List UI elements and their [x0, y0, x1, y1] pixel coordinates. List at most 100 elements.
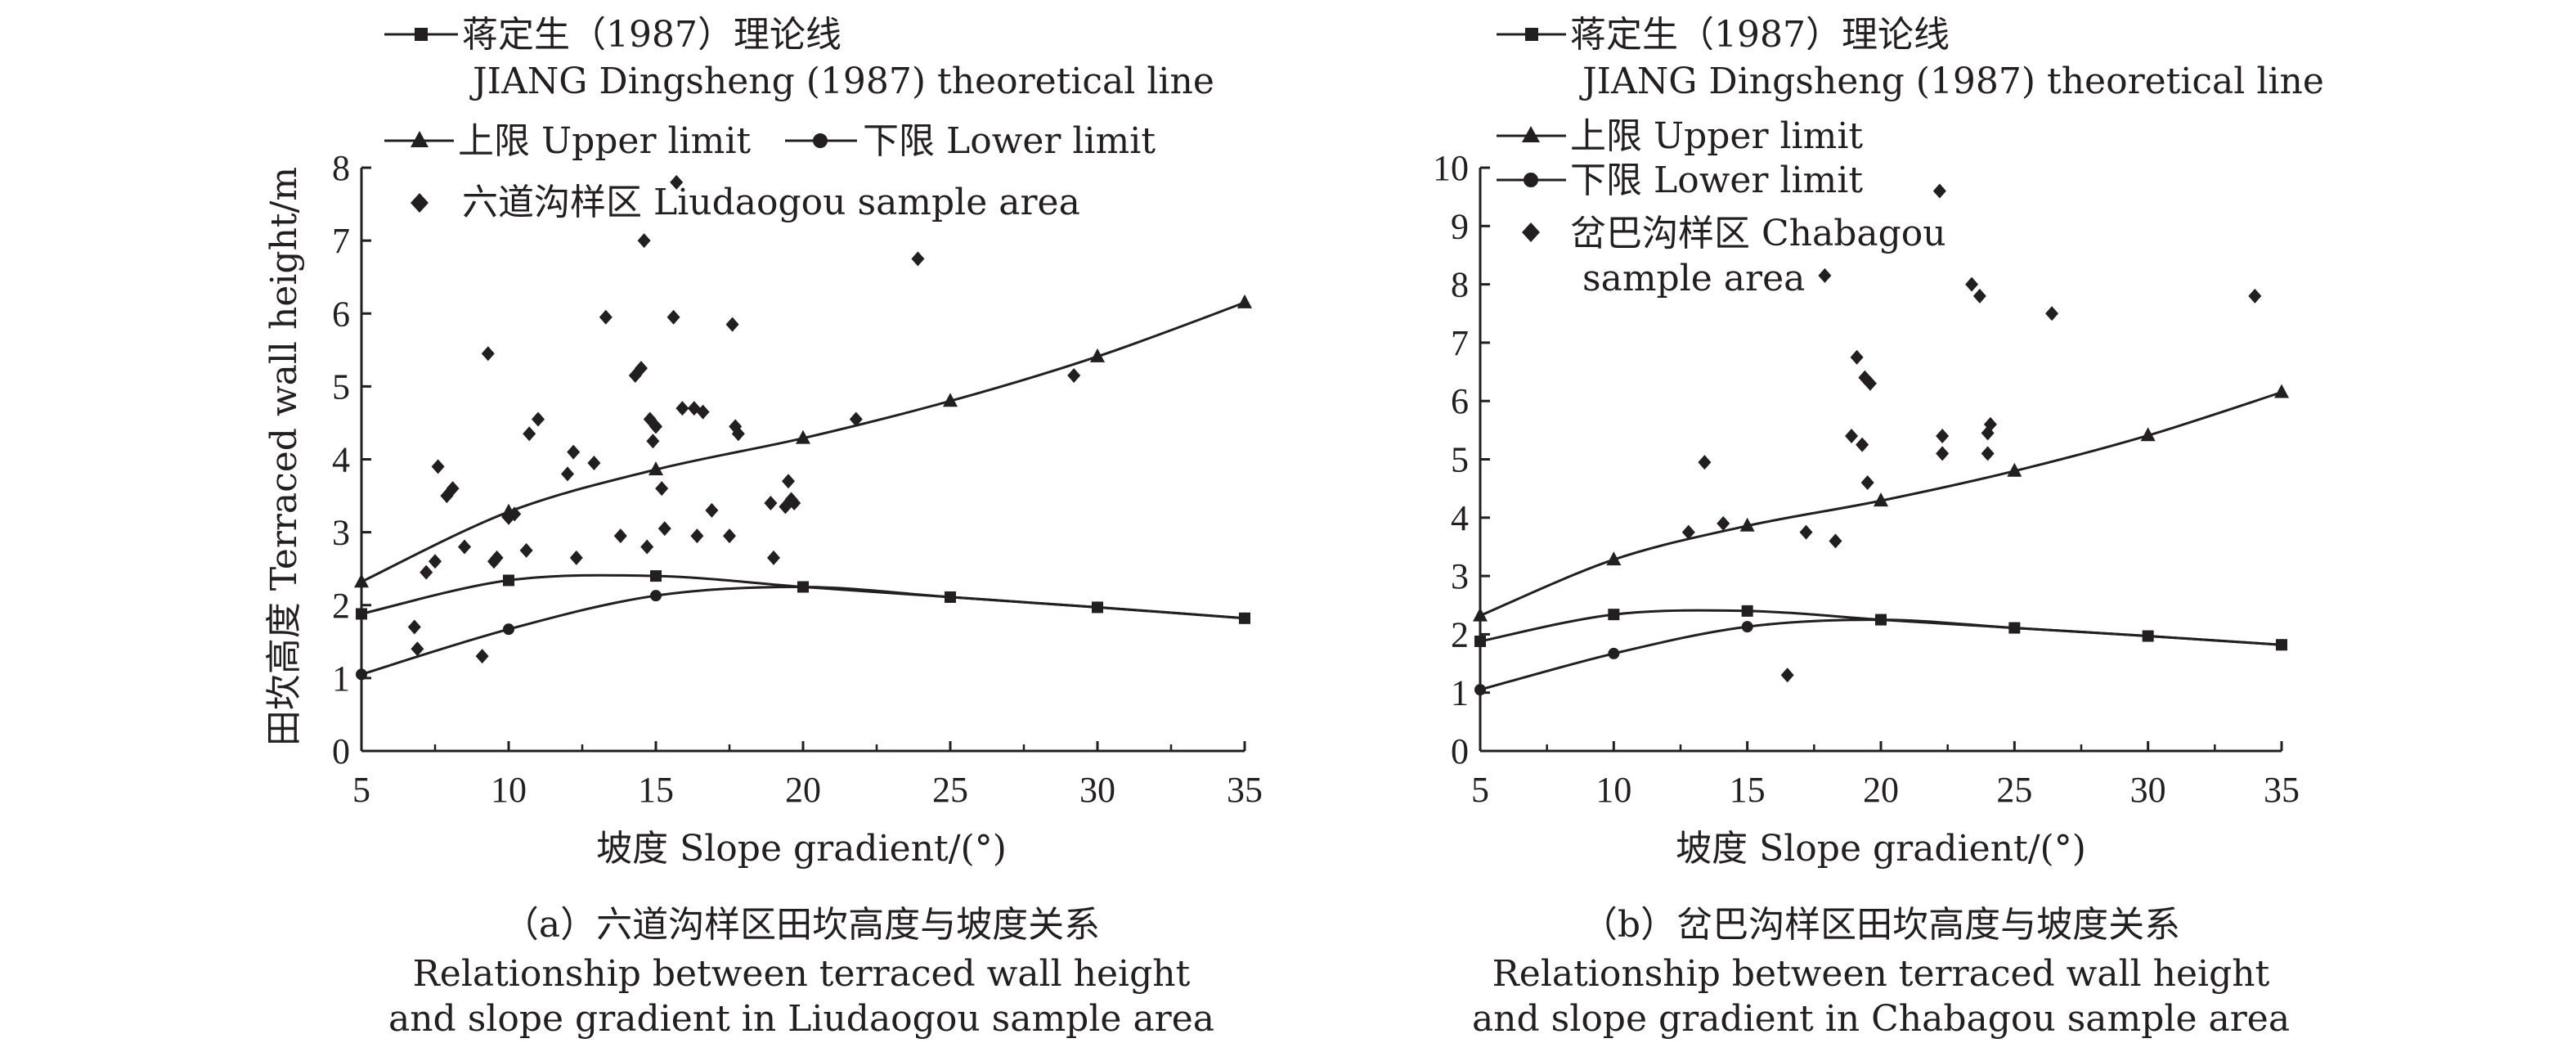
panel-a: 0 1 2 3 4 5 6 7 8 5 10 15 20 25 30 35 田坎高度 Terraced wal…	[263, 14, 1263, 1040]
panel-a-sample-point	[675, 401, 689, 416]
panel-a-y-tick-label: 7	[332, 221, 350, 261]
legend-square-icon	[1525, 28, 1538, 41]
panel-a-x-tick-label: 25	[932, 770, 968, 810]
legend-circle-icon	[813, 133, 828, 148]
panel-a-legend-theory-en: JIANG Dingsheng (1987) theoretical line	[469, 61, 1214, 102]
panel-b-sample-point	[1698, 455, 1712, 470]
panel-b-sample-point	[1936, 446, 1950, 461]
panel-b-y-tick-label: 1	[1451, 673, 1469, 713]
panel-a-series-triangle-point	[943, 393, 958, 407]
panel-b-sample-point	[1932, 183, 1946, 199]
legend-triangle-icon	[1522, 126, 1540, 142]
panel-b-legend: 蒋定生（1987）理论线 JIANG Dingsheng (1987) theo…	[1497, 14, 2324, 299]
panel-a-sample-point	[635, 361, 648, 376]
panel-b-legend-sample: 岔巴沟样区 Chabagou sample area	[1522, 213, 1946, 299]
panel-a-series-circle-point	[797, 581, 809, 593]
panel-a-sample-point	[599, 309, 613, 325]
panel-a-sample-point	[475, 649, 489, 664]
panel-a-y-tick-label: 4	[332, 440, 350, 480]
panel-a-y-tick-label: 3	[332, 513, 350, 553]
panel-a-sample-point	[407, 619, 421, 635]
panel-a-legend-upper: 上限 Upper limit	[384, 120, 751, 162]
panel-b-sample-point	[1681, 524, 1695, 540]
legend-diamond-icon	[1522, 223, 1540, 242]
panel-b-series-square-point	[1474, 635, 1486, 647]
panel-a-sample-point	[431, 459, 445, 474]
panel-a-sample-point	[705, 502, 719, 518]
panel-a-sample-point	[519, 542, 533, 558]
panel-b-series-square-point	[1608, 609, 1620, 621]
panel-b-sample-point	[1829, 533, 1842, 549]
panel-a-y-tick-label: 5	[332, 366, 350, 407]
panel-b-sample-point	[1818, 267, 1832, 283]
panel-b-y-tick-label: 8	[1451, 265, 1469, 305]
panel-a-sample-point	[723, 528, 736, 544]
panel-a-series-triangle-point	[1237, 294, 1252, 308]
panel-b-series-circle-point	[2142, 630, 2154, 642]
panel-a-x-tick-label: 30	[1079, 770, 1115, 810]
panel-a-x-tick-label: 10	[491, 770, 527, 810]
panel-a-x-tick-label: 20	[785, 770, 821, 810]
panel-b-y-tick-label: 4	[1451, 498, 1469, 538]
panel-a-series-circle-point	[945, 591, 956, 603]
panel-a-caption-zh: （a）六道沟样区田坎高度与坡度关系	[503, 904, 1100, 946]
panel-b-x-tick-label: 5	[1471, 770, 1489, 810]
panel-a-sample-point	[764, 495, 778, 510]
panel-a-series-triangle-point	[648, 461, 663, 475]
legend-triangle-icon	[411, 131, 429, 147]
panel-a-series-circle-point	[356, 668, 367, 681]
panel-a-sample-point	[670, 174, 684, 190]
panel-a-legend-upper-label: 上限 Upper limit	[458, 120, 751, 162]
panel-a-sample-point	[666, 309, 680, 325]
panel-b-sample-point	[1936, 428, 1950, 443]
panel-b-sample-point	[1856, 437, 1869, 452]
panel-b-y-tick-label: 5	[1451, 440, 1469, 480]
panel-a-y-tick-label: 8	[332, 148, 350, 188]
panel-a-sample-point	[782, 474, 795, 489]
panel-a-sample-point	[569, 550, 583, 565]
panel-a-x-axis-title: 坡度 Slope gradient/(°)	[596, 828, 1007, 870]
panel-a-series-triangle-point	[796, 429, 810, 444]
panel-b-series-triangle-point	[1739, 517, 1755, 532]
panel-b-series-triangle-point	[2007, 462, 2022, 477]
panel-b-y-tick-label: 10	[1433, 148, 1469, 188]
panel-b-x-tick-label: 25	[1996, 770, 2032, 810]
panel-a-sample-point	[1067, 368, 1081, 384]
panel-a-y-tick-label: 6	[332, 294, 350, 334]
panel-a-sample-point	[640, 539, 654, 555]
panel-a-sample-point	[725, 317, 739, 332]
panel-b-caption-zh: （b）岔巴沟样区田坎高度与坡度关系	[1582, 904, 2180, 946]
panel-a-sample-point	[567, 444, 581, 460]
panel-b-sample-point	[1860, 475, 1874, 491]
panel-a-legend-theory-zh: 蒋定生（1987）理论线	[462, 14, 841, 56]
panel-a-caption: （a）六道沟样区田坎高度与坡度关系 Relationship between t…	[388, 904, 1214, 1040]
panel-b-series-circle-point	[2008, 622, 2021, 634]
panel-b-legend-upper-label: 上限 Upper limit	[1570, 115, 1863, 157]
panel-b-series-circle-point	[1474, 684, 1486, 696]
panel-b-sample-point	[1972, 288, 1986, 303]
panel-b-sample-point	[1983, 416, 1997, 432]
panel-a-sample-point	[420, 564, 433, 580]
panel-a-sample-point	[696, 404, 710, 420]
panel-a-sample-point	[561, 466, 574, 482]
panel-b-sample-point	[2045, 306, 2059, 321]
panel-b-legend-theory: 蒋定生（1987）理论线 JIANG Dingsheng (1987) theo…	[1497, 14, 2324, 102]
panel-b-series-triangle-point	[2140, 427, 2156, 442]
panel-a-x-tick-label: 35	[1227, 770, 1263, 810]
panel-a-legend-sample: 六道沟样区 Liudaogou sample area	[411, 182, 1080, 223]
panel-b-series-triangle-point	[1874, 492, 1888, 507]
panel-b-series-circle-point	[1741, 621, 1753, 633]
panel-b-caption-en-2: and slope gradient in Chabagou sample ar…	[1472, 998, 2290, 1040]
panel-b-sample-point	[2248, 288, 2262, 303]
panel-a-sample-point	[646, 434, 660, 449]
panel-a-sample-point	[657, 521, 671, 537]
panel-a-sample-point	[458, 539, 471, 555]
panel-b-series-triangle-point	[1473, 607, 1488, 622]
panel-a-sample-point	[911, 251, 925, 267]
panel-a-series-triangle-point	[354, 573, 369, 588]
legend-square-icon	[415, 28, 428, 41]
panel-b-y-tick-label: 2	[1451, 614, 1469, 654]
panel-b-series-square-point	[1741, 605, 1753, 617]
panel-a-sample-point	[508, 506, 522, 522]
